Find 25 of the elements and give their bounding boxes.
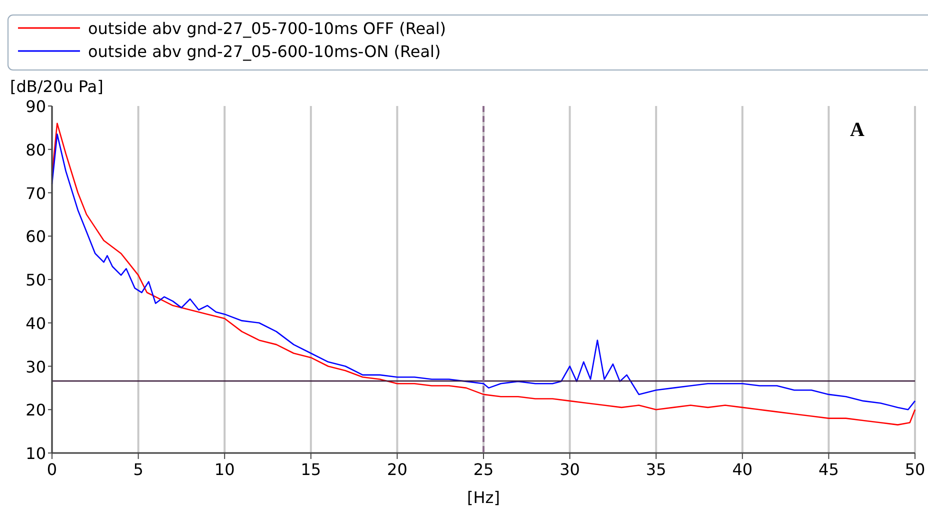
x-axis-title: [Hz] [467, 488, 500, 507]
x-tick-label: 45 [818, 460, 839, 479]
y-tick-label: 70 [26, 184, 46, 203]
legend-label: outside abv gnd-27_05-700-10ms OFF (Real) [88, 19, 446, 38]
annotation: A [850, 119, 865, 141]
y-tick-label: 40 [26, 314, 46, 333]
y-tick-label: 80 [26, 140, 46, 160]
y-tick-label: 60 [26, 227, 46, 246]
y-tick-label: 50 [26, 270, 46, 290]
y-tick-label: 30 [26, 357, 46, 376]
x-tick-label: 50 [904, 460, 926, 479]
y-axis-title: [dB/20u Pa] [10, 77, 104, 96]
x-tick-label: 25 [473, 460, 494, 479]
x-tick-label: 10 [214, 460, 235, 479]
x-tick-label: 15 [300, 460, 322, 479]
x-tick-label: 20 [387, 460, 408, 479]
y-tick-label: 20 [26, 400, 46, 420]
legend-label: outside abv gnd-27_05-600-10ms-ON (Real) [88, 42, 441, 61]
x-tick-label: 40 [732, 460, 753, 479]
x-tick-label: 35 [646, 460, 666, 479]
y-tick-label: 90 [26, 97, 46, 116]
x-tick-label: 30 [560, 460, 580, 479]
y-tick-label: 10 [26, 444, 46, 463]
x-tick-label: 5 [133, 460, 144, 479]
x-tick-label: 0 [46, 460, 58, 479]
